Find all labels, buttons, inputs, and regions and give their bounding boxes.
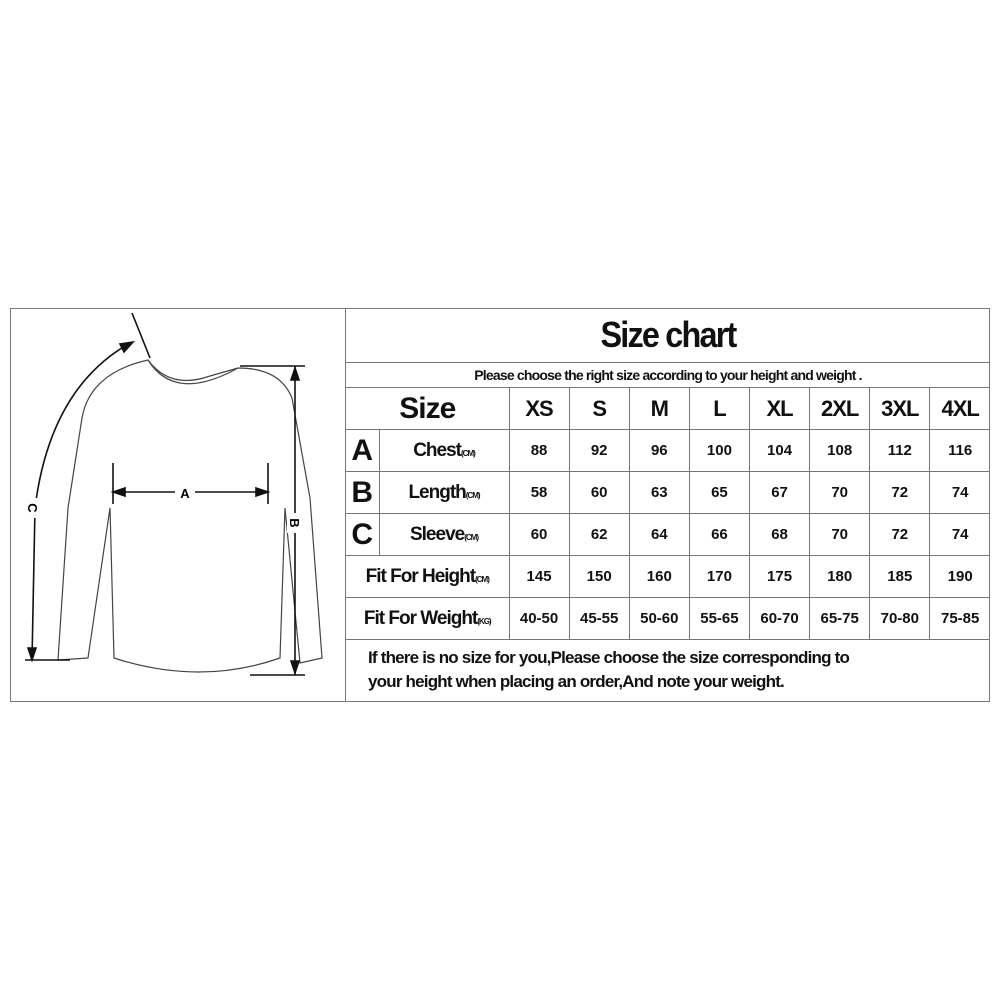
cell-value: 190 [929,555,990,598]
row-letter: A [346,429,380,472]
cell-value: 60-70 [748,597,811,640]
shirt-collar [147,359,239,385]
cell-value: 88 [508,429,570,472]
cell-value: 108 [809,429,871,472]
cell-value: 70 [809,513,871,556]
row-label: Sleeve(CM) [378,513,510,556]
cell-value: 55-65 [688,597,751,640]
row-letter: B [346,471,380,514]
row-label: Fit For Weight(KG) [346,597,510,640]
cell-value: 64 [628,513,690,556]
row-letter: C [346,513,380,556]
cell-value: 45-55 [568,597,630,640]
cell-value: 40-50 [508,597,570,640]
size-col: XS [508,387,570,430]
cell-value: 60 [508,513,570,556]
row-label: Chest(CM) [378,429,510,472]
cell-value: 175 [748,555,811,598]
unit: (CM) [464,532,479,542]
cell-value: 74 [929,513,990,556]
label-a: A [180,486,190,501]
shirt-outline [57,359,323,673]
row-label: Fit For Height(CM) [346,555,510,598]
label-c: C [25,503,40,513]
cell-value: 67 [748,471,811,514]
label-text: Length [408,481,466,503]
cell-value: 92 [568,429,630,472]
size-header: Size [346,387,510,430]
shirt-diagram: A B C [24,312,323,676]
size-col: 4XL [929,387,990,430]
unit: (CM) [465,490,481,500]
cell-value: 160 [628,555,690,598]
cell-value: 65 [688,471,751,514]
cell-value: 66 [688,513,751,556]
cell-value: 96 [628,429,690,472]
cell-value: 70-80 [869,597,931,640]
cell-value: 75-85 [929,597,990,640]
cell-value: 70 [809,471,871,514]
table-row: C Sleeve(CM) 60 62 64 66 68 70 72 74 [346,513,990,556]
label-text: Sleeve [409,523,465,545]
size-col: S [568,387,630,430]
cell-value: 60 [568,471,630,514]
size-col: 2XL [809,387,871,430]
cell-value: 180 [809,555,871,598]
label-text: Fit For Weight [363,607,478,629]
cell-value: 62 [568,513,630,556]
size-table: Size chart Please choose the right size … [346,308,990,700]
cell-value: 65-75 [809,597,871,640]
cell-value: 50-60 [628,597,690,640]
cell-value: 112 [869,429,931,472]
cell-value: 150 [568,555,630,598]
table-row: A Chest(CM) 88 92 96 100 104 108 112 116 [346,429,990,472]
header-row: Size XS S M L XL 2XL 3XL 4XL [346,387,990,430]
cell-value: 116 [929,429,990,472]
cell-value: 170 [688,555,751,598]
cell-value: 74 [929,471,990,514]
cell-value: 72 [869,513,931,556]
table-row: B Length(CM) 58 60 63 65 67 70 72 74 [346,471,990,514]
note-line: If there is no size for you,Please choos… [368,648,850,667]
table-row: Fit For Weight(KG) 40-50 45-55 50-60 55-65 60… [346,597,990,640]
cell-value: 100 [688,429,751,472]
label-text: Chest [413,439,462,461]
cell-value: 58 [508,471,570,514]
cell-value: 185 [869,555,931,598]
label-b: B [287,518,302,527]
unit: (CM) [475,574,490,584]
size-col: XL [748,387,811,430]
label-text: Fit For Height [365,565,476,587]
note: If there is no size for you,Please choos… [346,640,990,701]
cell-value: 145 [508,555,570,598]
row-label: Length(CM) [378,471,510,514]
size-col: 3XL [869,387,931,430]
size-table-panel: Size chart Please choose the right size … [345,308,990,702]
chart-subtitle: Please choose the right size according t… [346,362,990,388]
table-row: Fit For Height(CM) 145 150 160 170 175 180 185 1… [346,555,990,598]
cell-value: 72 [869,471,931,514]
size-col: M [628,387,690,430]
cell-value: 104 [748,429,811,472]
note-line: your height when placing an order,And no… [368,672,785,691]
chart-title: Size chart [378,308,958,363]
cell-value: 68 [748,513,811,556]
unit: (CM) [461,448,476,458]
unit: (KG) [477,616,491,626]
size-col: L [688,387,751,430]
cell-value: 63 [628,471,690,514]
